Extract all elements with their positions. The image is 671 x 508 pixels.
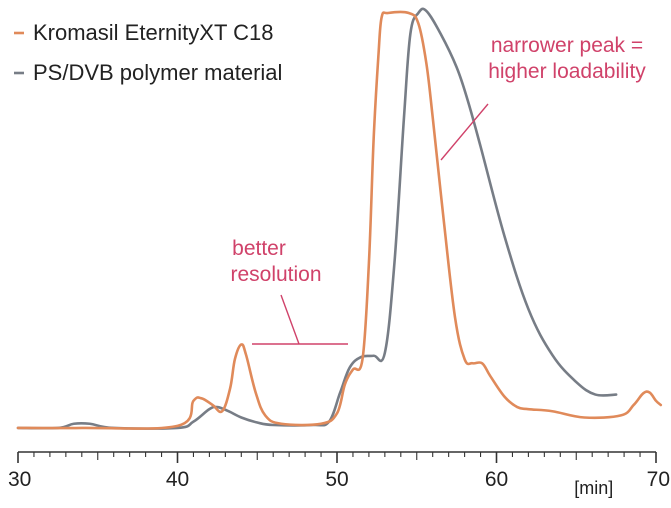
annotation-narrower-peak-text: higher loadability [488, 60, 646, 83]
x-axis-unit-label: [min] [574, 478, 613, 498]
annotation-better-resolution-text: better [232, 237, 286, 260]
annotations-layer: narrower peak = higher loadability better r… [230, 34, 646, 345]
x-tick-label: 40 [166, 468, 189, 491]
annotation-narrower-peak-pointer [440, 103, 489, 161]
legend: Kromasil EternityXT C18 PS/DVB polymer ma… [14, 20, 282, 85]
x-tick-label: 70 [647, 468, 670, 491]
annotation-narrower-peak-text: narrower peak = [491, 34, 643, 57]
legend-label: Kromasil EternityXT C18 [33, 20, 273, 45]
x-tick-label: 30 [8, 468, 31, 491]
series-line-psdvb [16, 7, 618, 430]
series-layer [16, 7, 663, 430]
legend-label: PS/DVB polymer material [33, 60, 282, 85]
x-axis: 30 40 50 60 70 [min] [8, 451, 670, 498]
annotation-better-resolution-pointer [280, 294, 300, 345]
x-tick-label: 50 [325, 468, 348, 491]
series-line-kromasil [16, 10, 663, 430]
x-tick-label: 60 [485, 468, 508, 491]
annotation-better-resolution-text: resolution [230, 263, 321, 286]
